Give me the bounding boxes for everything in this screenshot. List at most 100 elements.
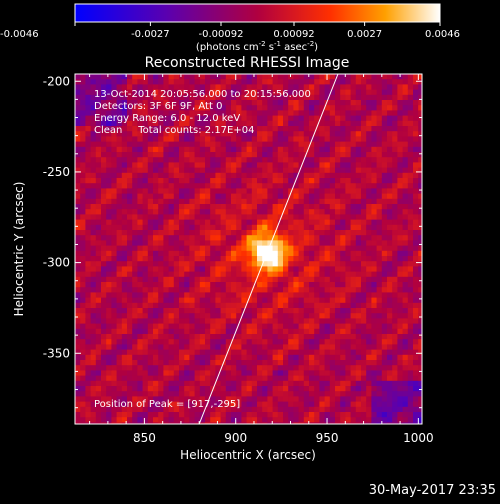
heatmap-pixel — [278, 360, 284, 366]
heatmap-pixel — [85, 396, 91, 402]
heatmap-pixel — [418, 199, 424, 205]
heatmap-pixel — [153, 339, 159, 345]
heatmap-pixel — [241, 256, 247, 262]
heatmap-pixel — [288, 152, 294, 158]
heatmap-pixel — [278, 391, 284, 397]
heatmap-pixel — [267, 136, 273, 142]
heatmap-pixel — [382, 287, 388, 293]
heatmap-pixel — [200, 360, 206, 366]
heatmap-pixel — [356, 303, 362, 309]
heatmap-pixel — [273, 370, 279, 376]
heatmap-pixel — [75, 277, 81, 283]
heatmap-pixel — [101, 386, 107, 392]
heatmap-pixel — [371, 266, 377, 272]
heatmap-pixel — [106, 360, 112, 366]
heatmap-pixel — [267, 225, 273, 231]
heatmap-pixel — [210, 344, 216, 350]
heatmap-pixel — [226, 209, 232, 215]
heatmap-pixel — [195, 188, 201, 194]
heatmap-pixel — [205, 136, 211, 142]
heatmap-pixel — [413, 90, 419, 96]
heatmap-pixel — [127, 412, 133, 418]
heatmap-pixel — [418, 422, 424, 428]
heatmap-pixel — [163, 157, 169, 163]
heatmap-pixel — [413, 313, 419, 319]
heatmap-pixel — [345, 251, 351, 257]
heatmap-pixel — [273, 303, 279, 309]
heatmap-pixel — [418, 266, 424, 272]
heatmap-pixel — [80, 313, 86, 319]
heatmap-pixel — [241, 214, 247, 220]
heatmap-pixel — [241, 272, 247, 278]
heatmap-pixel — [257, 183, 263, 189]
heatmap-pixel — [231, 152, 237, 158]
heatmap-pixel — [356, 162, 362, 168]
heatmap-pixel — [75, 344, 81, 350]
heatmap-pixel — [221, 313, 227, 319]
heatmap-pixel — [148, 292, 154, 298]
heatmap-pixel — [210, 261, 216, 267]
heatmap-pixel — [361, 318, 367, 324]
heatmap-pixel — [418, 230, 424, 236]
heatmap-pixel — [257, 204, 263, 210]
heatmap-pixel — [361, 199, 367, 205]
heatmap-pixel — [241, 391, 247, 397]
heatmap-pixel — [330, 251, 336, 257]
heatmap-pixel — [288, 209, 294, 215]
heatmap-pixel — [143, 266, 149, 272]
heatmap-pixel — [163, 376, 169, 382]
heatmap-pixel — [195, 282, 201, 288]
heatmap-pixel — [371, 344, 377, 350]
heatmap-pixel — [309, 251, 315, 257]
heatmap-pixel — [200, 188, 206, 194]
heatmap-pixel — [304, 329, 310, 335]
heatmap-pixel — [132, 391, 138, 397]
heatmap-pixel — [288, 142, 294, 148]
heatmap-pixel — [184, 386, 190, 392]
heatmap-pixel — [132, 147, 138, 153]
heatmap-pixel — [132, 282, 138, 288]
heatmap-pixel — [267, 308, 273, 314]
heatmap-pixel — [247, 168, 253, 174]
heatmap-pixel — [200, 339, 206, 345]
heatmap-pixel — [252, 147, 258, 153]
heatmap-pixel — [371, 355, 377, 361]
heatmap-pixel — [408, 318, 414, 324]
heatmap-pixel — [413, 157, 419, 163]
heatmap-pixel — [106, 199, 112, 205]
heatmap-pixel — [241, 422, 247, 428]
heatmap-pixel — [413, 204, 419, 210]
heatmap-pixel — [418, 246, 424, 252]
heatmap-pixel — [371, 199, 377, 205]
heatmap-pixel — [309, 220, 315, 226]
heatmap-pixel — [314, 183, 320, 189]
heatmap-pixel — [351, 287, 357, 293]
heatmap-pixel — [319, 376, 325, 382]
heatmap-pixel — [273, 365, 279, 371]
heatmap-pixel — [148, 194, 154, 200]
heatmap-pixel — [241, 100, 247, 106]
heatmap-pixel — [371, 204, 377, 210]
heatmap-pixel — [267, 126, 273, 132]
heatmap-pixel — [80, 105, 86, 111]
heatmap-pixel — [252, 183, 258, 189]
heatmap-pixel — [148, 162, 154, 168]
heatmap-pixel — [148, 334, 154, 340]
heatmap-pixel — [200, 355, 206, 361]
heatmap-pixel — [382, 303, 388, 309]
heatmap-pixel — [236, 183, 242, 189]
heatmap-pixel — [101, 417, 107, 423]
heatmap-pixel — [423, 365, 429, 371]
heatmap-pixel — [96, 136, 102, 142]
heatmap-pixel — [184, 240, 190, 246]
heatmap-pixel — [392, 246, 398, 252]
heatmap-pixel — [101, 240, 107, 246]
heatmap-pixel — [382, 220, 388, 226]
heatmap-pixel — [335, 292, 341, 298]
heatmap-pixel — [236, 147, 242, 153]
heatmap-pixel — [371, 147, 377, 153]
heatmap-pixel — [397, 121, 403, 127]
heatmap-pixel — [210, 350, 216, 356]
heatmap-pixel — [278, 266, 284, 272]
heatmap-pixel — [236, 334, 242, 340]
